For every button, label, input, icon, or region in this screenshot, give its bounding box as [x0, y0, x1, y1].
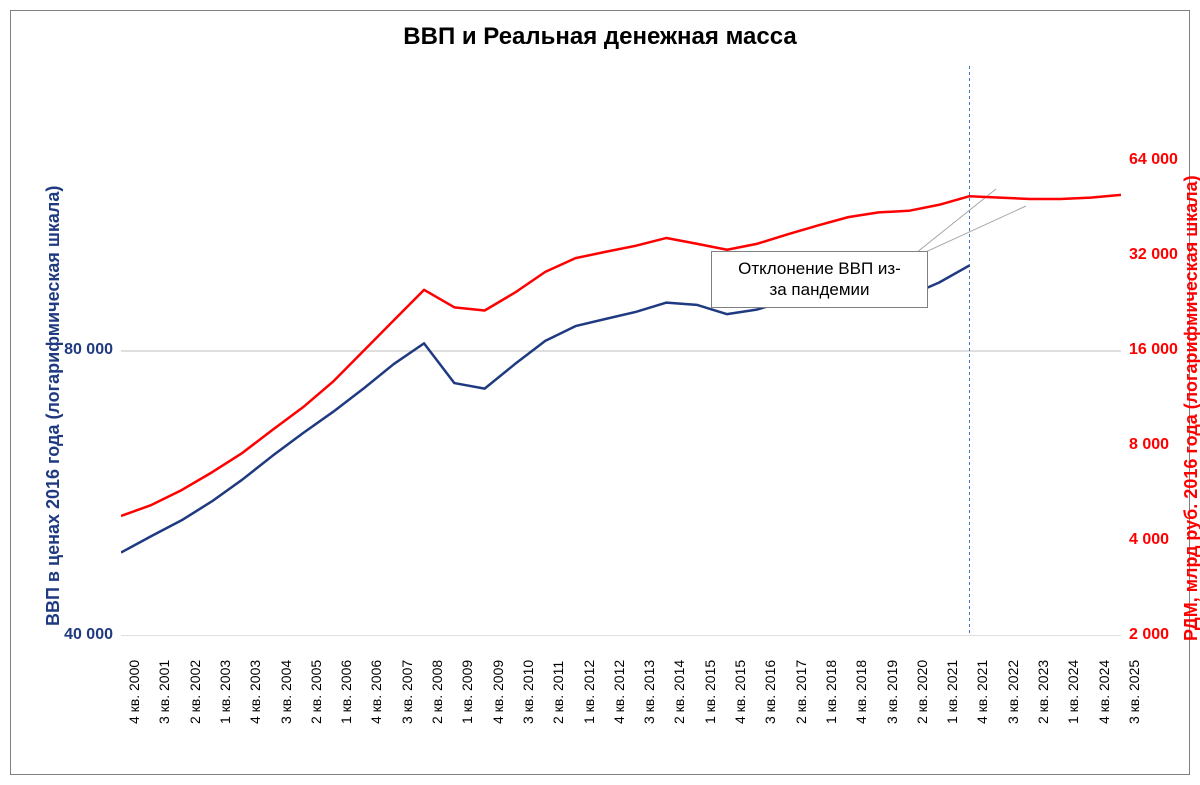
x-tick: 4 кв. 2006 [368, 660, 384, 724]
x-tick: 3 кв. 2019 [884, 660, 900, 724]
chart-frame: ВВП и Реальная денежная масса ВВП в цена… [10, 10, 1190, 775]
y-left-tick: 80 000 [53, 341, 113, 359]
x-tick: 4 кв. 2018 [853, 660, 869, 724]
x-tick: 3 кв. 2013 [641, 660, 657, 724]
y-right-tick: 16 000 [1129, 341, 1189, 359]
x-tick: 1 кв. 2024 [1065, 660, 1081, 724]
x-tick: 2 кв. 2014 [671, 660, 687, 724]
x-tick: 4 кв. 2009 [490, 660, 506, 724]
x-tick: 3 кв. 2016 [762, 660, 778, 724]
annotation-line-2: за пандемии [769, 280, 869, 299]
annotation-callout: Отклонение ВВП из- за пандемии [711, 251, 928, 308]
y-right-tick: 8 000 [1129, 436, 1189, 454]
x-tick: 4 кв. 2021 [974, 660, 990, 724]
x-tick: 1 кв. 2015 [702, 660, 718, 724]
x-tick: 4 кв. 2003 [247, 660, 263, 724]
y-right-tick: 2 000 [1129, 626, 1189, 644]
x-tick: 1 кв. 2018 [823, 660, 839, 724]
x-tick: 2 кв. 2023 [1035, 660, 1051, 724]
x-tick: 4 кв. 2015 [732, 660, 748, 724]
x-tick: 2 кв. 2005 [308, 660, 324, 724]
x-tick: 3 кв. 2022 [1005, 660, 1021, 724]
x-tick: 2 кв. 2002 [187, 660, 203, 724]
x-tick: 2 кв. 2011 [550, 661, 566, 724]
x-tick: 3 кв. 2001 [156, 660, 172, 724]
x-tick: 2 кв. 2017 [793, 660, 809, 724]
x-tick: 3 кв. 2010 [520, 660, 536, 724]
x-tick: 2 кв. 2008 [429, 660, 445, 724]
y-left-tick: 40 000 [53, 626, 113, 644]
annotation-line-1: Отклонение ВВП из- [738, 259, 901, 278]
y-axis-left-label: ВВП в ценах 2016 года (логарифмическая ш… [43, 186, 64, 626]
y-right-tick: 32 000 [1129, 246, 1189, 264]
x-tick: 3 кв. 2007 [399, 660, 415, 724]
x-tick: 1 кв. 2003 [217, 660, 233, 724]
y-right-tick: 4 000 [1129, 531, 1189, 549]
x-tick: 2 кв. 2020 [914, 660, 930, 724]
x-tick: 1 кв. 2009 [459, 660, 475, 724]
x-tick: 4 кв. 2012 [611, 660, 627, 724]
plot-area [121, 66, 1121, 636]
x-tick: 4 кв. 2024 [1096, 660, 1112, 724]
x-tick: 1 кв. 2006 [338, 660, 354, 724]
x-tick: 3 кв. 2025 [1126, 660, 1142, 724]
y-right-tick: 64 000 [1129, 151, 1189, 169]
x-tick: 3 кв. 2004 [278, 660, 294, 724]
x-tick: 4 кв. 2000 [126, 660, 142, 724]
x-tick: 1 кв. 2021 [944, 660, 960, 724]
x-tick: 1 кв. 2012 [581, 660, 597, 724]
chart-title: ВВП и Реальная денежная масса [11, 23, 1189, 51]
